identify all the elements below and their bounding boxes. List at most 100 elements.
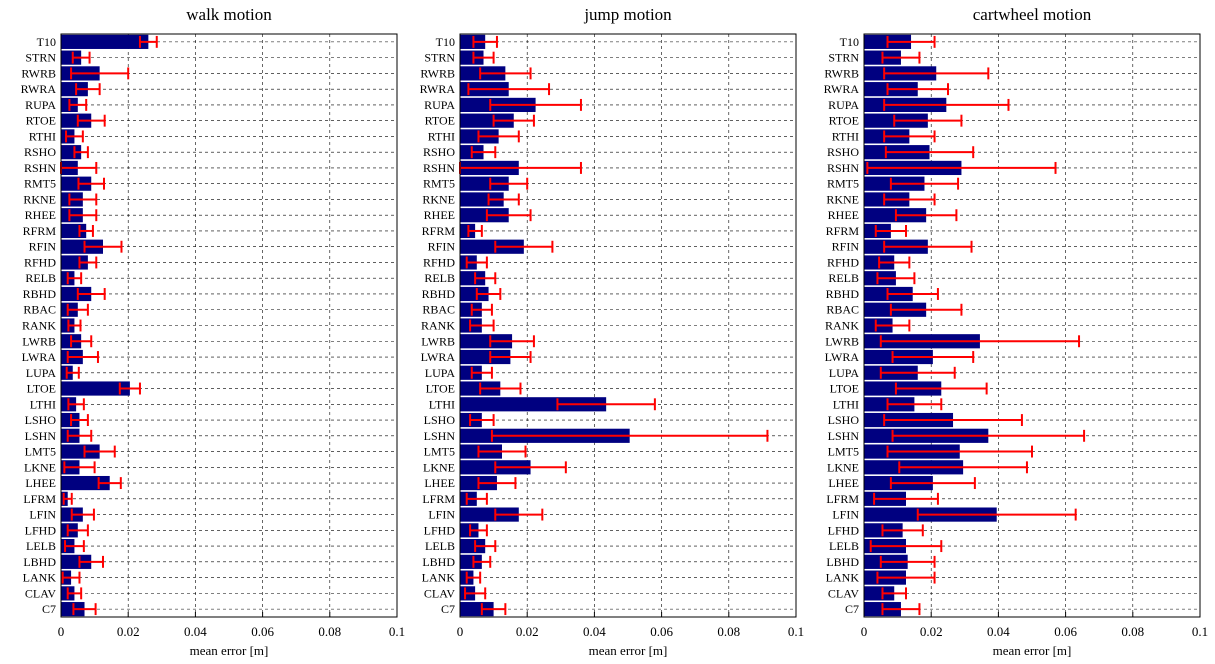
error-bar-lupa bbox=[65, 366, 80, 379]
bar-t10 bbox=[61, 34, 149, 49]
error-bar-rkne bbox=[883, 193, 936, 206]
category-label: LMT5 bbox=[828, 445, 859, 459]
error-bar-rtoe bbox=[893, 114, 963, 127]
error-bar-rhee bbox=[894, 209, 958, 222]
chart-panel-1: T10STRNRWRBRWRARUPARTOERTHIRSHORSHNRMT5R… bbox=[21, 5, 405, 658]
error-bar-rfhd bbox=[878, 256, 911, 269]
error-bar-c7 bbox=[480, 603, 507, 616]
category-label: RTOE bbox=[829, 114, 859, 128]
error-bar-lfrm bbox=[873, 492, 939, 505]
error-bar-rkne bbox=[68, 193, 98, 206]
bar-rfhd bbox=[61, 255, 88, 270]
category-label: LWRB bbox=[421, 334, 455, 348]
category-label: LTOE bbox=[27, 382, 56, 396]
x-axis-label: mean error [m] bbox=[190, 643, 269, 658]
x-tick-label: 0.08 bbox=[717, 624, 740, 639]
category-label: LANK bbox=[422, 571, 456, 585]
x-tick-label: 0.04 bbox=[583, 624, 606, 639]
category-label: RFHD bbox=[827, 255, 859, 269]
x-tick-label: 0.1 bbox=[788, 624, 804, 639]
error-bar-lbhd bbox=[879, 555, 936, 568]
category-label: RSHO bbox=[24, 145, 56, 159]
error-bar-rmt5 bbox=[77, 177, 106, 190]
bar-rtoe bbox=[61, 113, 92, 128]
category-label: LFRM bbox=[23, 492, 56, 506]
category-label: RFIN bbox=[832, 240, 860, 254]
error-bar-rthi bbox=[883, 130, 936, 143]
plot-frame bbox=[60, 33, 398, 618]
bar-lwra bbox=[460, 349, 511, 365]
category-label: C7 bbox=[42, 602, 56, 616]
category-label: RELB bbox=[828, 271, 859, 285]
error-bar-lwra bbox=[891, 351, 975, 363]
category-label: LANK bbox=[826, 571, 860, 585]
category-label: RTHI bbox=[428, 129, 455, 143]
error-bar-rsho bbox=[470, 146, 497, 159]
category-label: LSHO bbox=[828, 413, 860, 427]
error-bar-rwrb bbox=[883, 67, 990, 80]
category-label: LUPA bbox=[829, 366, 860, 380]
bar-strn bbox=[460, 50, 484, 65]
error-bar-relb bbox=[66, 272, 83, 285]
bar-lbhd bbox=[460, 554, 482, 569]
category-label: RHEE bbox=[828, 208, 859, 222]
category-label: LKNE bbox=[423, 460, 455, 474]
category-label: RANK bbox=[421, 319, 455, 333]
error-bar-clav bbox=[881, 587, 907, 600]
bar-rbhd bbox=[61, 286, 92, 302]
error-bar-rfrm bbox=[78, 225, 94, 237]
error-bar-lmt5 bbox=[477, 445, 527, 458]
error-bar-lank bbox=[465, 571, 482, 584]
error-bar-lelb bbox=[869, 540, 943, 553]
error-bar-c7 bbox=[72, 603, 97, 616]
error-bar-rtoe bbox=[76, 114, 106, 127]
category-label: LHEE bbox=[25, 476, 56, 490]
bar-lhee bbox=[61, 475, 110, 491]
error-bar-rmt5 bbox=[489, 177, 529, 190]
error-bar-relb bbox=[876, 272, 916, 285]
error-bar-t10 bbox=[138, 35, 158, 48]
bar-rsho bbox=[61, 145, 82, 160]
error-bar-rwra bbox=[886, 83, 949, 96]
bar-lfin bbox=[460, 507, 519, 522]
error-bar-lsho bbox=[469, 414, 495, 426]
error-bars bbox=[60, 35, 158, 616]
category-label: T10 bbox=[436, 35, 455, 49]
error-bar-rtoe bbox=[492, 114, 535, 127]
category-label: RFHD bbox=[423, 255, 455, 269]
bar-rfin bbox=[460, 239, 524, 254]
category-label: LBHD bbox=[826, 555, 859, 569]
error-bar-rfhd bbox=[465, 256, 488, 269]
category-label: LMT5 bbox=[424, 445, 455, 459]
chart-title: walk motion bbox=[186, 5, 272, 24]
error-bar-lelb bbox=[474, 540, 497, 553]
error-bar-lupa bbox=[470, 366, 493, 379]
error-bar-lelb bbox=[64, 540, 85, 553]
error-bar-lthi bbox=[556, 398, 656, 411]
bar-rmt5 bbox=[61, 176, 92, 191]
category-label: LTHI bbox=[429, 397, 455, 411]
category-label: STRN bbox=[424, 51, 455, 65]
plot-frame bbox=[459, 33, 797, 618]
error-bar-rmt5 bbox=[889, 177, 960, 190]
category-label: RANK bbox=[825, 319, 859, 333]
category-label: RSHO bbox=[827, 145, 859, 159]
category-label: LUPA bbox=[425, 366, 456, 380]
error-bar-rbac bbox=[66, 303, 89, 316]
category-label: RUPA bbox=[828, 98, 859, 112]
error-bar-lshn bbox=[66, 429, 93, 442]
category-label: LSHN bbox=[828, 429, 860, 443]
error-bar-rbac bbox=[470, 303, 493, 316]
bar-lthi bbox=[460, 397, 607, 412]
error-bar-rank bbox=[874, 319, 911, 332]
error-bar-rfin bbox=[883, 240, 973, 253]
category-label: LKNE bbox=[24, 460, 56, 474]
category-label: RBAC bbox=[422, 303, 455, 317]
error-bar-lank bbox=[61, 571, 81, 584]
category-label: RELB bbox=[25, 271, 56, 285]
category-label: LTOE bbox=[830, 382, 859, 396]
category-label: LUPA bbox=[26, 366, 57, 380]
bar-rwra bbox=[61, 82, 88, 97]
error-bar-strn bbox=[71, 51, 91, 64]
x-tick-label: 0.02 bbox=[920, 624, 943, 639]
